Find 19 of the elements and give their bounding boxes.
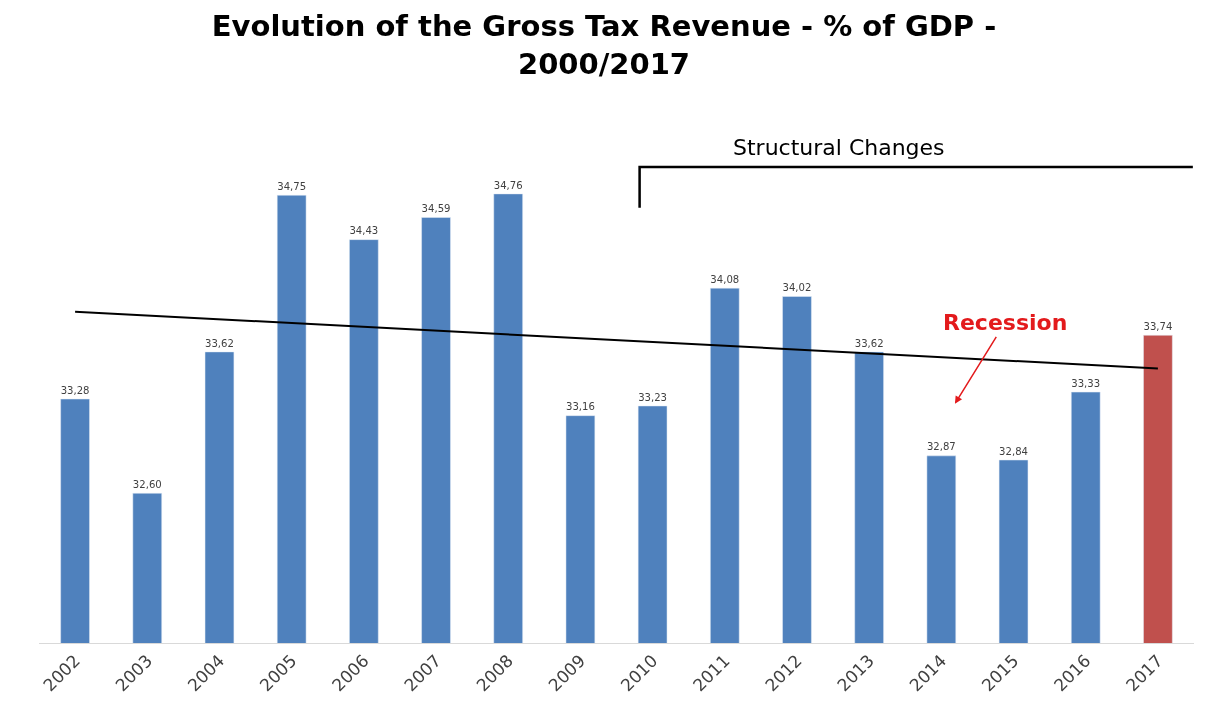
data-label: 34,59: [421, 203, 451, 215]
data-label: 33,23: [638, 391, 668, 403]
data-label: 33,62: [205, 337, 234, 349]
data-label: 32,60: [132, 478, 162, 490]
data-label: 34,02: [782, 282, 812, 294]
data-label: 32,87: [926, 441, 956, 453]
text: Structural Changes: [733, 135, 945, 160]
data-label: 33,28: [60, 384, 90, 396]
data-label: 34,75: [277, 180, 307, 192]
chart-title: Evolution of the Gross Tax Revenue - % of GDP - 2000/2017: [211, 9, 997, 81]
data-label: 33,16: [565, 401, 595, 413]
data-label: 34,43: [349, 225, 379, 237]
data-label: 33,74: [1143, 320, 1173, 332]
annotation: Recession: [943, 310, 1068, 335]
data-label: 33,62: [854, 337, 884, 349]
data-label: 32,84: [999, 445, 1028, 457]
data-label: 33,33: [1071, 377, 1101, 389]
data-label: 34,08: [710, 273, 740, 285]
data-label: 34,76: [493, 179, 523, 191]
